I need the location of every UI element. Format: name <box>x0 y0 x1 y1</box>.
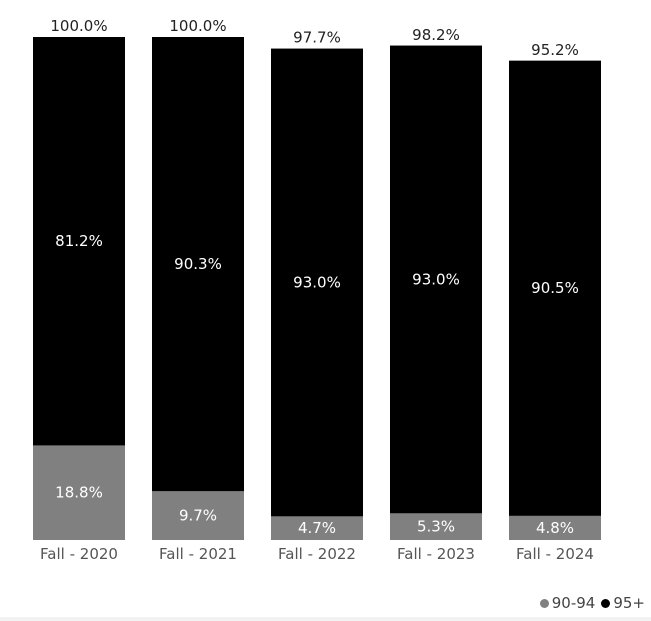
data-label-95-plus-2: 90.3% <box>174 255 222 273</box>
total-label-3: 97.7% <box>293 29 341 47</box>
legend-swatch-90-94 <box>539 598 549 608</box>
stacked-bar-chart: 18.8% 81.2% 100.0% Fall - 2020 9.7% 90.3% 100.… <box>33 17 601 563</box>
bar-segment-90-94-1 <box>33 445 125 540</box>
x-tick-label-5: Fall - 2024 <box>516 545 594 563</box>
total-label-5: 95.2% <box>531 41 579 59</box>
total-label-2: 100.0% <box>169 17 226 35</box>
bar-segment-95-plus-3 <box>271 48 363 517</box>
legend-label-90-94: 90-94 <box>551 594 596 612</box>
x-tick-label-4: Fall - 2023 <box>397 545 475 563</box>
legend-swatch-95-plus <box>601 598 611 608</box>
bar-segment-90-94-4 <box>390 513 482 540</box>
data-label-90-94-3: 4.7% <box>298 519 336 537</box>
bottom-divider <box>0 617 651 621</box>
data-label-90-94-1: 18.8% <box>55 484 103 502</box>
bar-segment-95-plus-2 <box>152 37 244 492</box>
bar-segment-90-94-3 <box>271 516 363 540</box>
x-tick-label-3: Fall - 2022 <box>278 545 356 563</box>
bar-segment-90-94-5 <box>509 515 601 540</box>
total-label-1: 100.0% <box>50 17 107 35</box>
x-tick-label-1: Fall - 2020 <box>40 545 118 563</box>
bar-segment-95-plus-4 <box>390 45 482 514</box>
legend-item-95-plus[interactable]: 95+ <box>601 594 645 612</box>
x-tick-label-2: Fall - 2021 <box>159 545 237 563</box>
bar-segment-95-plus-1 <box>33 37 125 446</box>
data-label-95-plus-5: 90.5% <box>531 279 579 297</box>
data-label-95-plus-4: 93.0% <box>412 270 460 288</box>
data-label-90-94-4: 5.3% <box>417 518 455 536</box>
data-label-90-94-2: 9.7% <box>179 507 217 525</box>
data-label-90-94-5: 4.8% <box>536 519 574 537</box>
chart-legend: 90-94 95+ <box>534 594 645 612</box>
total-label-4: 98.2% <box>412 26 460 44</box>
bar-segment-95-plus-5 <box>509 60 601 516</box>
legend-label-95-plus: 95+ <box>613 594 645 612</box>
data-label-95-plus-1: 81.2% <box>55 232 103 250</box>
legend-item-90-94[interactable]: 90-94 <box>539 594 596 612</box>
data-label-95-plus-3: 93.0% <box>293 273 341 291</box>
bar-segment-90-94-2 <box>152 491 244 540</box>
